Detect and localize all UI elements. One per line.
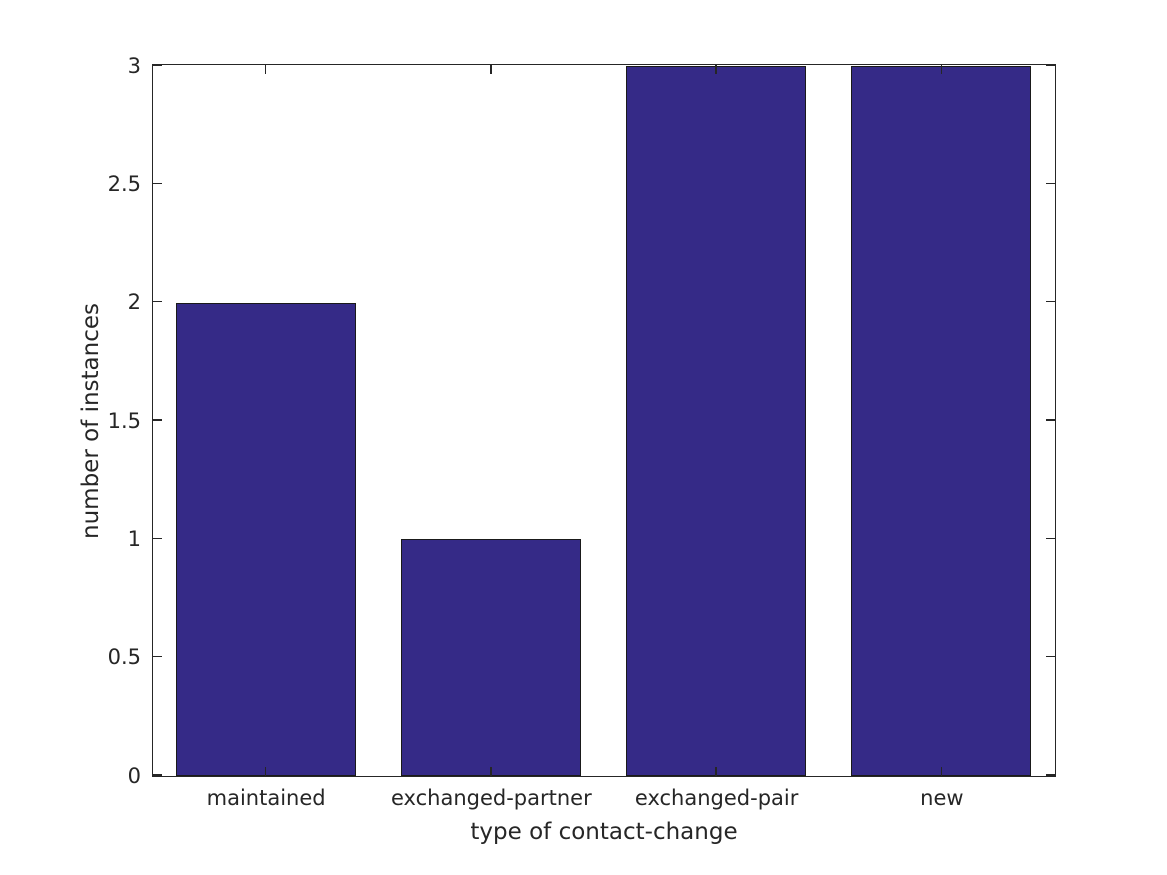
y-tick-right (1046, 64, 1055, 66)
y-tick-right (1046, 774, 1055, 776)
x-tick-top (940, 65, 943, 74)
bar-exchanged-pair (626, 66, 807, 776)
x-tick-label-exchanged-partner: exchanged-partner (391, 786, 592, 810)
x-tick-label-maintained: maintained (206, 786, 326, 810)
y-tick-left (153, 300, 162, 303)
y-tick-left (153, 537, 162, 540)
bar-maintained (175, 302, 356, 776)
y-tick-left (153, 182, 162, 185)
y-tick-right (1046, 419, 1055, 421)
y-tick-label: 1.5 (107, 408, 141, 433)
y-tick-label: 3 (127, 53, 141, 78)
y-tick-right (1046, 182, 1055, 185)
x-tick-bottom (264, 767, 267, 776)
x-tick-bottom (940, 767, 943, 776)
x-axis-label: type of contact-change (470, 819, 738, 845)
y-tick-label: 2.5 (107, 171, 141, 196)
y-tick-label: 0.5 (107, 645, 141, 670)
y-tick-right (1046, 537, 1055, 540)
y-tick-label: 2 (127, 290, 141, 315)
x-tick-label-new: new (920, 786, 964, 810)
y-tick-left (153, 64, 162, 66)
y-tick-right (1046, 300, 1055, 303)
y-tick-right (1046, 655, 1055, 658)
x-tick-label-exchanged-pair: exchanged-pair (634, 786, 799, 810)
y-tick-left (153, 419, 162, 421)
x-tick-bottom (490, 767, 492, 776)
bar-exchanged-partner (400, 539, 581, 776)
x-tick-top (264, 65, 267, 74)
plot-area (152, 64, 1056, 777)
x-tick-top (715, 65, 717, 74)
y-tick-left (153, 774, 162, 776)
x-tick-bottom (715, 767, 717, 776)
x-tick-top (490, 65, 492, 74)
y-tick-label: 1 (127, 526, 141, 551)
bar-new (851, 66, 1032, 776)
y-tick-left (153, 655, 162, 658)
y-tick-label: 0 (127, 763, 141, 788)
